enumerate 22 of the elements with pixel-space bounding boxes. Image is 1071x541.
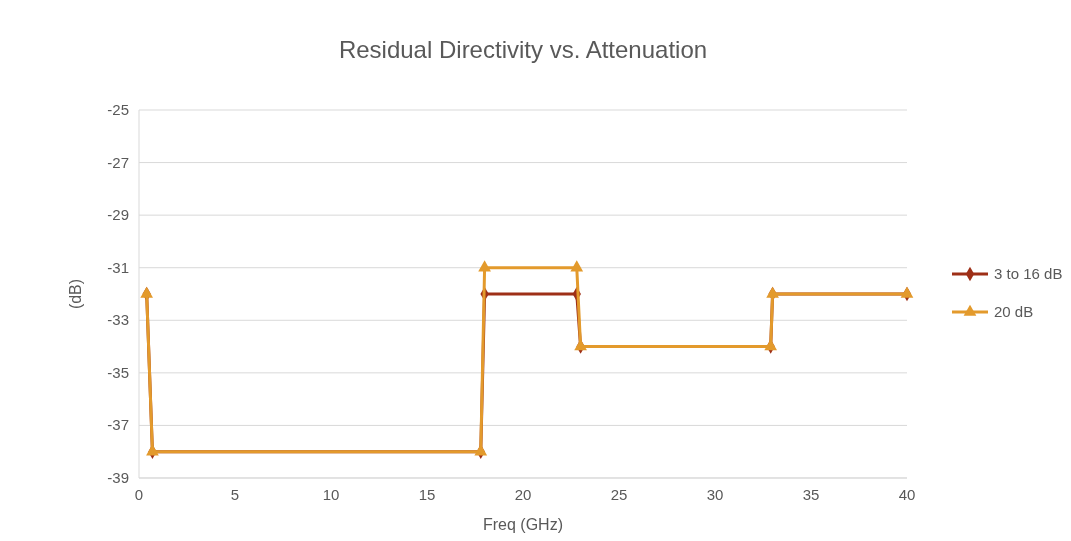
x-tick-label: 30 (706, 486, 724, 503)
x-tick-label: 5 (230, 486, 240, 503)
x-tick-label: 35 (802, 486, 820, 503)
y-tick-label: -35 (107, 363, 129, 381)
y-tick-label: -39 (107, 469, 129, 486)
legend-label: 3 to 16 dB (994, 265, 1063, 282)
x-tick-label: 0 (134, 486, 144, 503)
x-tick-label: 10 (322, 486, 340, 503)
y-tick-label: -31 (107, 258, 129, 276)
legend-label: 20 dB (994, 303, 1034, 320)
y-axis-title: (dB) (67, 278, 84, 310)
x-tick-label: 25 (610, 486, 628, 503)
y-tick-label: -29 (107, 206, 129, 224)
y-tick-label: -27 (107, 153, 129, 171)
chart-title: Residual Directivity vs. Attenuation (338, 36, 708, 63)
y-tick-label: -37 (107, 416, 129, 434)
x-tick-label: 15 (418, 486, 436, 503)
x-tick-label: 20 (514, 486, 532, 503)
x-tick-label: 40 (898, 486, 916, 503)
y-tick-label: -25 (107, 101, 129, 118)
x-axis-title: Freq (GHz) (483, 516, 563, 533)
y-tick-label: -33 (107, 311, 129, 329)
